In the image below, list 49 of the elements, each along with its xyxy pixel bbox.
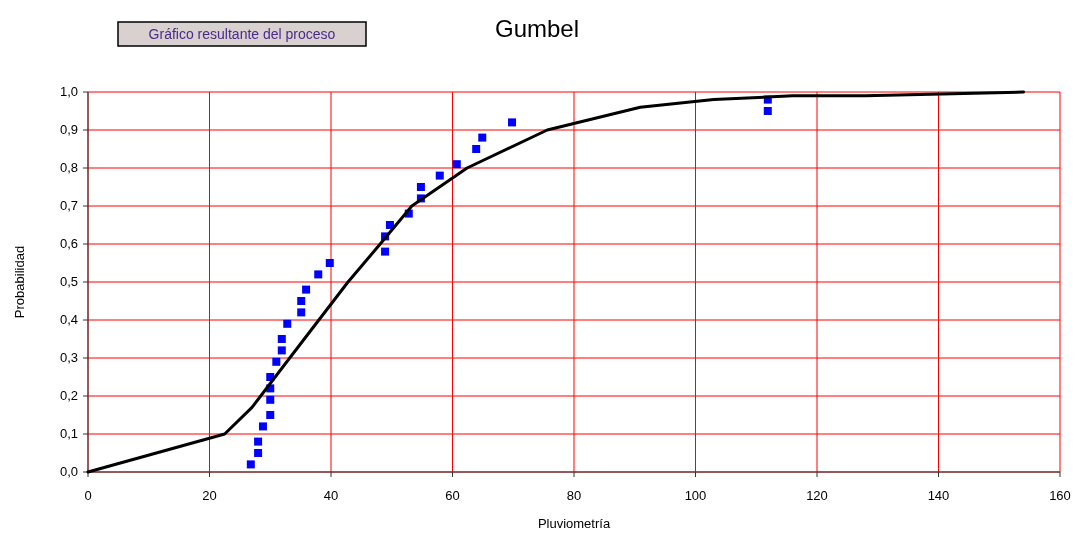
point [478, 133, 487, 142]
y-tick-label: 0,5 [59, 274, 78, 289]
x-tick-label: 0 [84, 488, 92, 503]
point [416, 183, 425, 191]
chart-title: Gumbel [494, 15, 580, 42]
x-tick-label: 40 [323, 488, 339, 503]
y-tick-label: 0,7 [59, 198, 78, 213]
point [763, 107, 772, 115]
y-tick-label: 1,0 [59, 84, 78, 99]
point [472, 145, 481, 153]
y-tick-label: 0,2 [59, 388, 78, 403]
x-tick-label: 100 [684, 488, 707, 503]
point [297, 297, 306, 305]
point [272, 357, 281, 366]
point [381, 247, 390, 256]
point [508, 118, 517, 127]
point [302, 285, 311, 294]
x-tick-label: 60 [445, 488, 460, 503]
point [277, 335, 286, 343]
point [277, 346, 286, 355]
x-axis-title: Pluviometría [537, 516, 611, 531]
point [435, 171, 444, 180]
point [452, 160, 461, 169]
point [254, 449, 263, 457]
point [266, 395, 275, 404]
x-tick-label: 120 [806, 488, 828, 503]
point [385, 221, 394, 229]
y-tick-label: 0,0 [59, 464, 78, 479]
point [254, 437, 263, 446]
point [283, 319, 292, 328]
line-series [86, 90, 1026, 474]
x-tick-label: 20 [202, 488, 217, 503]
x-tick-label: 160 [1049, 488, 1071, 503]
x-tick-label: 80 [566, 488, 582, 503]
x-tick-label: 140 [927, 488, 950, 503]
point [314, 270, 323, 279]
y-tick-label: 0,6 [59, 236, 78, 251]
y-tick-label: 0,4 [59, 312, 78, 327]
text: Gráfico resultante del proceso [148, 26, 336, 42]
point [246, 460, 255, 469]
point [297, 308, 306, 317]
y-tick-label: 0,9 [59, 122, 78, 137]
point [325, 259, 334, 267]
y-tick-label: 0,3 [59, 350, 78, 365]
point [266, 411, 275, 419]
point [258, 422, 267, 431]
y-axis-title: Probabilidad [12, 245, 27, 319]
y-tick-label: 0,1 [59, 426, 78, 441]
y-tick-label: 0,8 [59, 160, 78, 175]
